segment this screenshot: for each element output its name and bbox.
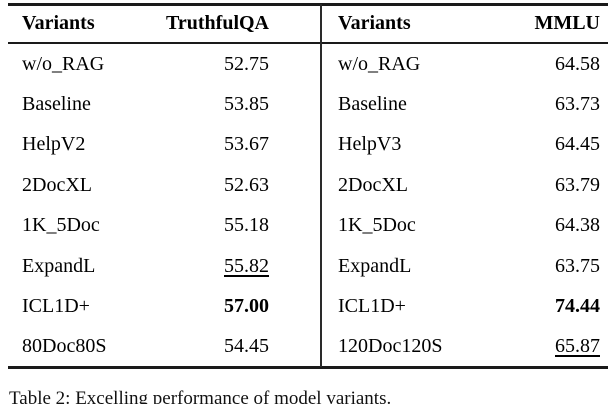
variant-name-cell: HelpV3 [338,133,402,156]
metric-value-cell: 57.00 [224,295,269,318]
table-left-panel: Variants TruthfulQA w/o_RAG 52.75 Baseline… [8,0,320,357]
table-column-divider [320,4,322,367]
metric-value-cell: 74.44 [555,295,600,318]
table-header-row: Variants TruthfulQA [8,0,320,43]
table-row: 2DocXL 63.79 [322,165,608,205]
variant-name-cell: HelpV2 [22,133,86,156]
metric-value-cell: 64.58 [555,52,600,75]
table-row: 1K_5Doc 55.18 [8,206,320,246]
metric-value-cell: 52.63 [224,173,269,196]
metric-value-cell: 63.75 [555,254,600,277]
table-row: ICL1D+ 74.44 [322,286,608,326]
column-header-variants: Variants [338,12,411,34]
variant-name-cell: Baseline [338,93,407,116]
table-row: 120Doc120S 65.87 [322,327,608,367]
table-row: HelpV2 53.67 [8,125,320,165]
variant-name-cell: ICL1D+ [338,295,406,318]
variant-name-cell: 2DocXL [338,173,408,196]
variant-name-cell: w/o_RAG [338,52,421,75]
table-right-panel: Variants MMLU w/o_RAG 64.58 Baseline 63.73 H… [322,0,608,357]
column-header-variants: Variants [22,12,95,34]
variant-name-cell: w/o_RAG [22,52,105,75]
table-row: w/o_RAG 52.75 [8,44,320,84]
table-row: w/o_RAG 64.58 [322,44,608,84]
variant-name-cell: 120Doc120S [338,335,443,358]
variant-name-cell: ExpandL [22,254,96,277]
column-header-truthfulqa: TruthfulQA [166,12,269,34]
table-row: 1K_5Doc 64.38 [322,206,608,246]
metric-value-cell: 63.73 [555,93,600,116]
metric-value-cell: 64.38 [555,214,600,237]
variant-name-cell: ICL1D+ [22,295,90,318]
table-body-right: w/o_RAG 64.58 Baseline 63.73 HelpV3 64.45 2Doc… [322,44,608,367]
table-row: ExpandL 63.75 [322,246,608,286]
variant-name-cell: Baseline [22,93,91,116]
table-row: HelpV3 64.45 [322,125,608,165]
table-body-left: w/o_RAG 52.75 Baseline 53.85 HelpV2 53.67 2Doc… [8,44,320,367]
table-bottom-rule [8,366,608,369]
variant-name-cell: 80Doc80S [22,335,107,358]
metric-value-cell: 53.85 [224,93,269,116]
table-header-rule [8,42,608,44]
variant-name-cell: 1K_5Doc [22,214,100,237]
metric-value-cell: 54.45 [224,335,269,358]
table-row: Baseline 63.73 [322,84,608,124]
variant-name-cell: 1K_5Doc [338,214,416,237]
column-header-mmlu: MMLU [534,12,600,34]
table-top-rule [8,3,608,6]
table-row: ICL1D+ 57.00 [8,286,320,326]
metric-value-cell: 65.87 [555,335,600,358]
table-header-row: Variants MMLU [322,0,608,43]
variant-name-cell: ExpandL [338,254,412,277]
metric-value-cell: 55.18 [224,214,269,237]
table-row: ExpandL 55.82 [8,246,320,286]
table-row: Baseline 53.85 [8,84,320,124]
metric-value-cell: 55.82 [224,254,269,277]
table-row: 80Doc80S 54.45 [8,327,320,367]
table-caption: Table 2: Excelling performance of model … [9,388,392,404]
metric-value-cell: 53.67 [224,133,269,156]
metric-value-cell: 64.45 [555,133,600,156]
variant-name-cell: 2DocXL [22,173,92,196]
metric-value-cell: 63.79 [555,173,600,196]
table-row: 2DocXL 52.63 [8,165,320,205]
metric-value-cell: 52.75 [224,52,269,75]
